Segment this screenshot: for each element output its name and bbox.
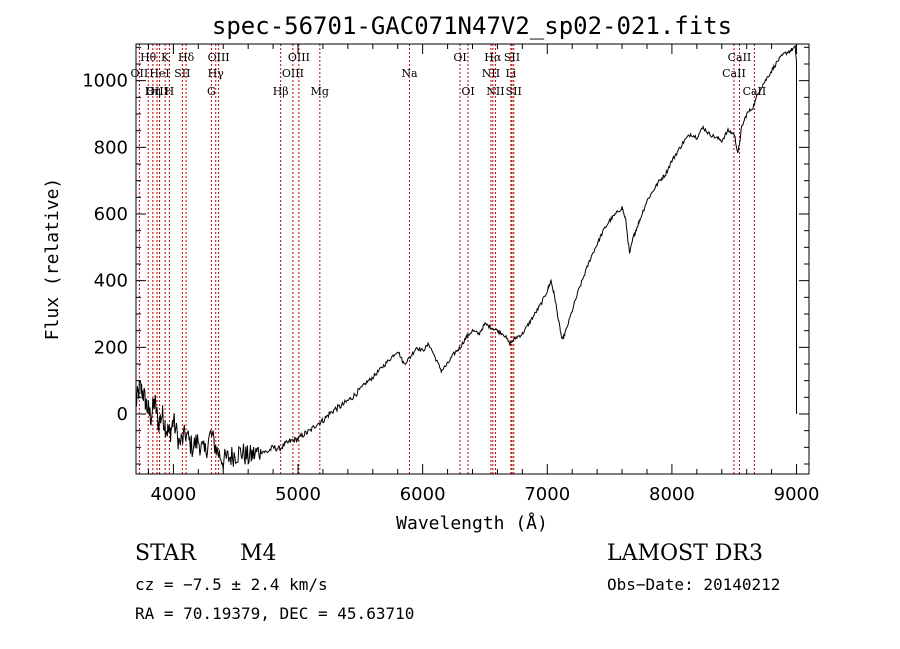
y-tick-label: 1000	[82, 71, 128, 92]
redshift-value: cz = −7.5 ± 2.4 km/s	[135, 575, 328, 594]
line-label-8: SII	[174, 67, 190, 80]
survey-label: LAMOST DR3	[607, 541, 763, 566]
x-tick-label: 7000	[524, 484, 570, 505]
line-label-19: Hα	[484, 51, 502, 64]
y-axis: 0 200 400 600 800 1000	[82, 46, 809, 465]
coordinates: RA = 70.19379, DEC = 45.63710	[135, 604, 414, 623]
plot-frame	[135, 43, 810, 475]
object-class: STAR	[135, 541, 197, 566]
line-label-10: Hγ	[208, 67, 225, 80]
line-labels: Hθ OII OIII K HeI Hη H Hδ SII OIII Hγ G OIII OIII Hβ Mg…	[131, 51, 767, 98]
line-label-3: K	[161, 51, 170, 64]
chart-title: spec-56701-GAC071N47V2_sp02-021.fits	[212, 12, 732, 40]
line-label-12: OIII	[288, 51, 310, 64]
y-tick-label: 200	[94, 337, 128, 358]
x-axis: 4000 5000 6000 7000 8000 9000	[147, 44, 820, 505]
line-label-6: H	[165, 85, 175, 98]
line-label-5: Hη	[145, 85, 161, 98]
x-tick-label: 4000	[150, 484, 196, 505]
line-markers	[138, 44, 755, 474]
line-label-15: Mg	[311, 85, 329, 98]
line-label-11: G	[207, 85, 216, 98]
line-label-16: Na	[401, 67, 418, 80]
line-label-25: CaII	[728, 51, 752, 64]
y-tick-label: 600	[94, 204, 128, 225]
line-label-7: Hδ	[178, 51, 195, 64]
y-axis-label: Flux (relative)	[42, 178, 63, 341]
line-label-22: Li	[505, 67, 516, 80]
line-label-14: Hβ	[273, 85, 289, 98]
line-label-24: SII	[506, 85, 522, 98]
y-tick-label: 800	[94, 137, 128, 158]
x-tick-label: 5000	[275, 484, 321, 505]
x-tick-label: 6000	[400, 484, 446, 505]
line-label-1: OII	[131, 67, 149, 80]
line-label-26: CaII	[722, 67, 746, 80]
x-tick-label: 8000	[649, 484, 695, 505]
y-tick-label: 400	[94, 271, 128, 292]
object-subclass: M4	[240, 541, 277, 566]
line-label-9: OIII	[208, 51, 230, 64]
x-axis-label: Wavelength (Å)	[396, 512, 548, 534]
line-label-2: OIII	[146, 85, 168, 98]
line-label-0: Hθ	[140, 51, 157, 64]
line-label-23: NII	[486, 85, 504, 98]
y-tick-label: 0	[117, 404, 128, 425]
x-tick-label: 9000	[774, 484, 820, 505]
line-label-20: SII	[504, 51, 520, 64]
line-label-21: NII	[482, 67, 500, 80]
line-label-13: OIII	[282, 67, 304, 80]
line-label-27: CaII	[743, 85, 767, 98]
line-label-4: HeI	[149, 67, 169, 80]
obs-date: Obs−Date: 20140212	[607, 575, 780, 594]
line-label-17: OI	[453, 51, 466, 64]
spectrum-series-line	[135, 45, 797, 470]
line-label-18: OI	[461, 85, 474, 98]
